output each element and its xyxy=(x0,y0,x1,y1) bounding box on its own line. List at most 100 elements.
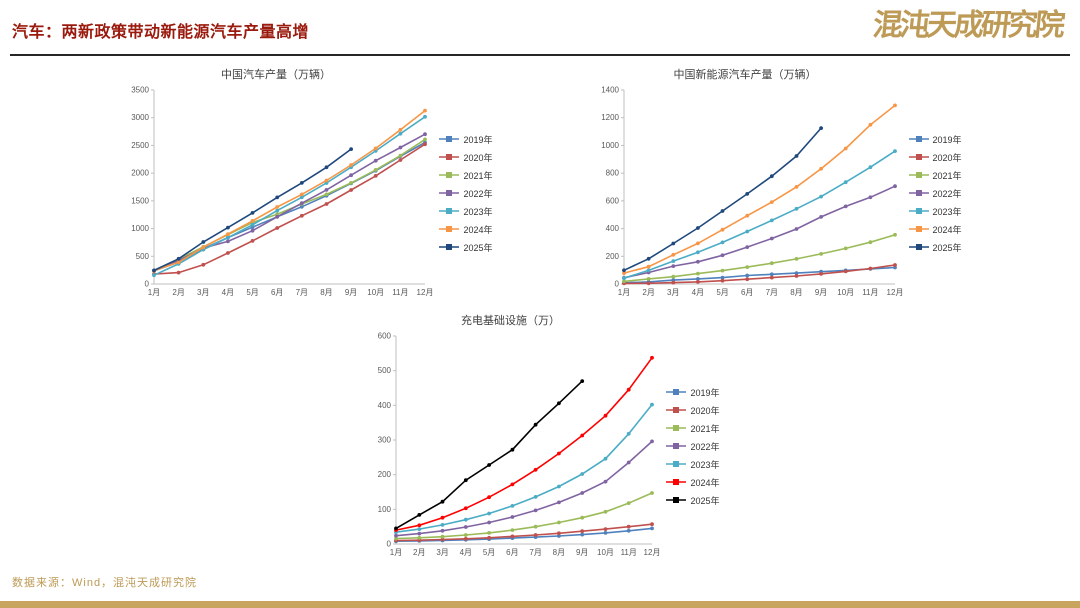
data-point xyxy=(177,256,181,261)
legend-label: 2025年 xyxy=(463,242,493,253)
x-tick-label: 7月 xyxy=(765,288,777,297)
data-point xyxy=(201,240,206,244)
data-point xyxy=(794,257,798,261)
data-point xyxy=(794,274,798,278)
data-point xyxy=(650,439,655,444)
y-tick-label: 200 xyxy=(378,470,392,479)
y-tick-label: 1400 xyxy=(601,86,619,95)
y-tick-label: 0 xyxy=(145,280,150,289)
data-point xyxy=(627,387,632,392)
data-point xyxy=(423,114,428,119)
data-point xyxy=(441,534,445,539)
plot-area: 0 200 400 600 800 1000 1200 1400 1月 2月 3月 4月 5月 6月 7月 8… xyxy=(601,86,903,298)
series-line xyxy=(623,234,895,283)
data-point xyxy=(349,173,354,178)
data-point xyxy=(892,149,897,153)
legend-item: 2023年 xyxy=(908,205,962,218)
y-tick-label: 400 xyxy=(605,224,619,233)
data-point xyxy=(534,467,538,472)
data-point xyxy=(464,533,469,537)
x-tick-label: 10月 xyxy=(837,288,854,297)
data-point xyxy=(394,526,399,531)
data-point xyxy=(417,531,422,536)
chart-china-auto-production: 中国汽车产量（万辆） 0 500 1000 1500 2000 2500 3000 3500 1月… xyxy=(118,66,493,302)
footer: 数据来源：Wind，混沌天成研究院 xyxy=(12,574,197,590)
legend-item: 2019年 xyxy=(666,386,720,399)
data-point xyxy=(843,180,848,185)
data-point xyxy=(300,192,305,197)
data-point xyxy=(769,261,774,266)
data-point xyxy=(417,527,422,531)
series-line xyxy=(623,104,895,274)
y-tick-label: 1000 xyxy=(132,224,150,233)
legend-item: 2023年 xyxy=(439,205,493,218)
legend-marker-icon xyxy=(666,443,687,449)
data-point xyxy=(604,456,608,461)
data-point xyxy=(374,158,379,163)
x-tick-label: 5月 xyxy=(483,548,495,557)
x-tick-label: 7月 xyxy=(530,548,542,557)
x-tick-label: 1月 xyxy=(617,288,629,297)
data-point xyxy=(226,235,231,240)
x-tick-label: 6月 xyxy=(507,548,519,557)
data-point xyxy=(868,195,872,200)
data-point xyxy=(769,200,774,204)
data-point xyxy=(325,188,329,192)
legend-item: 2020年 xyxy=(666,404,720,417)
data-point xyxy=(627,460,632,465)
data-point xyxy=(769,272,774,277)
data-point xyxy=(487,463,492,467)
x-tick-label: 9月 xyxy=(576,548,588,557)
data-point xyxy=(580,529,585,534)
data-point xyxy=(510,447,515,452)
legend-label: 2024年 xyxy=(463,224,493,235)
data-point xyxy=(464,517,469,522)
data-point xyxy=(580,379,585,383)
data-point xyxy=(769,218,774,223)
data-point xyxy=(441,537,445,542)
data-point xyxy=(868,165,872,170)
legend-label: 2024年 xyxy=(690,477,720,488)
data-point xyxy=(251,228,255,233)
data-point xyxy=(487,535,492,540)
data-point xyxy=(695,277,700,281)
data-point xyxy=(417,535,422,540)
data-point xyxy=(580,433,585,438)
data-point xyxy=(275,205,280,209)
data-point xyxy=(394,536,399,541)
series-line xyxy=(154,109,426,272)
y-tick-label: 0 xyxy=(614,280,619,289)
data-point xyxy=(818,166,823,171)
x-tick-label: 11月 xyxy=(621,548,637,557)
legend-item: 2022年 xyxy=(908,187,962,200)
data-point xyxy=(398,145,403,150)
series-line xyxy=(396,523,653,542)
x-tick-label: 8月 xyxy=(321,288,333,297)
legend-item: 2022年 xyxy=(666,440,720,453)
data-point xyxy=(300,213,305,218)
top-chart-row: 中国汽车产量（万辆） 0 500 1000 1500 2000 2500 3000 3500 1月… xyxy=(0,66,1080,302)
data-point xyxy=(794,206,798,211)
legend-item: 2022年 xyxy=(439,187,493,200)
data-point xyxy=(417,513,422,517)
header-divider xyxy=(10,54,1070,56)
data-point xyxy=(398,127,403,132)
series-line xyxy=(623,127,822,272)
x-tick-label: 12月 xyxy=(886,288,902,297)
legend-item: 2021年 xyxy=(439,169,493,182)
data-point xyxy=(892,184,897,189)
data-point xyxy=(627,431,632,436)
data-point xyxy=(720,278,724,283)
data-point xyxy=(695,280,700,284)
legend-label: 2021年 xyxy=(463,170,493,181)
data-point xyxy=(534,495,538,499)
data-point xyxy=(300,195,305,200)
data-point xyxy=(251,219,255,223)
data-point xyxy=(557,484,562,489)
y-tick-label: 2000 xyxy=(132,169,150,178)
legend-label: 2023年 xyxy=(463,206,493,217)
x-tick-label: 9月 xyxy=(345,288,357,297)
chart-body: 0 100 200 300 400 500 600 1月 2月 3月 4月 5月 6月 7月 8月 9月 10月… xyxy=(360,330,719,562)
data-point xyxy=(464,478,469,483)
